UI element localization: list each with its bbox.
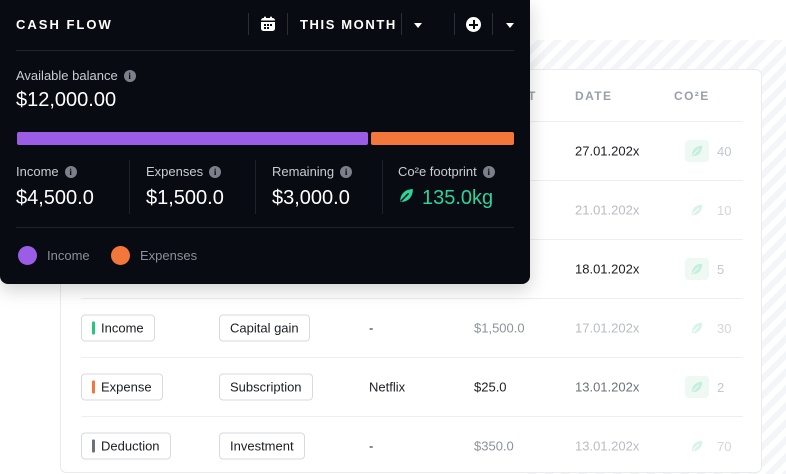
chevron-down-icon[interactable]	[506, 23, 514, 28]
column-header-amount[interactable]: T	[528, 89, 537, 103]
panel-title: CASH FLOW	[16, 17, 113, 32]
leaf-icon	[685, 258, 709, 280]
leaf-icon	[685, 140, 709, 162]
legend-item-expenses: Expenses	[111, 246, 197, 265]
leaf-icon	[685, 435, 709, 457]
type-indicator	[92, 380, 95, 394]
description-cell: -	[369, 438, 374, 454]
column-header-date[interactable]: DATE	[575, 89, 613, 103]
description-cell: -	[369, 320, 374, 336]
expenses-legend-dot	[111, 246, 130, 265]
expenses-label: Expenses	[146, 164, 204, 179]
co2-cell: 40	[685, 140, 731, 162]
leaf-icon	[685, 376, 709, 398]
income-stat: Income i $4,500.0	[16, 164, 94, 210]
info-icon[interactable]: i	[209, 165, 222, 178]
date-cell: 13.01.202x	[575, 379, 640, 395]
header-divider	[16, 50, 514, 51]
type-badge[interactable]: Income	[81, 314, 155, 342]
co2-cell: 10	[685, 199, 731, 221]
amount-cell: $25.0	[474, 379, 507, 395]
co2-cell: 2	[685, 376, 724, 398]
amount-cell: $350.0	[474, 438, 514, 454]
calendar-icon[interactable]	[260, 16, 276, 32]
leaf-icon	[398, 187, 415, 210]
info-icon[interactable]: i	[340, 165, 353, 178]
type-indicator	[92, 439, 95, 453]
divider	[248, 13, 249, 35]
expenses-value: $1,500.0	[146, 187, 224, 209]
co2-footprint-stat: Co²e footprint i 135.0kg	[398, 164, 495, 210]
date-cell: 21.01.202x	[575, 202, 640, 218]
co2-footprint-label: Co²e footprint	[398, 164, 477, 179]
info-icon[interactable]: i	[482, 165, 495, 178]
type-badge[interactable]: Deduction	[81, 432, 171, 460]
period-selector[interactable]: THIS MONTH	[300, 17, 397, 32]
co2-footprint-value: 135.0kg	[422, 187, 494, 209]
divider	[255, 160, 256, 214]
divider	[492, 13, 493, 35]
leaf-icon	[685, 199, 709, 221]
co2-cell: 30	[685, 317, 731, 339]
expense-segment	[371, 132, 514, 145]
income-value: $4,500.0	[16, 187, 94, 209]
divider	[401, 13, 402, 35]
date-cell: 17.01.202x	[575, 320, 640, 336]
chevron-down-icon[interactable]	[414, 23, 422, 28]
date-cell: 18.01.202x	[575, 261, 640, 277]
add-icon[interactable]	[466, 17, 481, 32]
remaining-label: Remaining	[272, 164, 335, 179]
co2-cell: 70	[685, 435, 731, 457]
balance-progress-bar	[17, 132, 514, 145]
divider	[287, 13, 288, 35]
type-indicator	[92, 321, 95, 335]
available-balance: Available balance i $12,000.00	[16, 68, 136, 112]
co2-cell: 5	[685, 258, 724, 280]
cash-flow-panel: CASH FLOW THIS MONTH Available balance i…	[0, 0, 530, 284]
divider	[129, 160, 130, 214]
available-balance-value: $12,000.00	[16, 89, 117, 111]
legend-item-income: Income	[18, 246, 90, 265]
amount-cell: $1,500.0	[474, 320, 525, 336]
column-header-co2[interactable]: CO²E	[674, 89, 710, 103]
divider	[454, 13, 455, 35]
income-legend-dot	[18, 246, 37, 265]
divider	[382, 160, 383, 214]
expenses-stat: Expenses i $1,500.0	[146, 164, 224, 210]
income-segment	[17, 132, 368, 145]
date-cell: 13.01.202x	[575, 438, 640, 454]
table-row[interactable]: Income Capital gain - $1,500.0 17.01.202…	[81, 298, 743, 357]
available-balance-label: Available balance	[16, 68, 118, 83]
remaining-stat: Remaining i $3,000.0	[272, 164, 353, 210]
stats-divider	[16, 227, 514, 228]
description-cell: Netflix	[369, 379, 406, 395]
leaf-icon	[685, 317, 709, 339]
info-icon[interactable]: i	[123, 69, 136, 82]
type-badge[interactable]: Expense	[81, 373, 163, 401]
date-cell: 27.01.202x	[575, 143, 640, 159]
remaining-value: $3,000.0	[272, 187, 350, 209]
table-row[interactable]: Expense Subscription Netflix $25.0 13.01…	[81, 357, 743, 416]
table-row[interactable]: Deduction Investment - $350.0 13.01.202x…	[81, 416, 743, 474]
category-badge[interactable]: Investment	[219, 432, 305, 460]
income-label: Income	[16, 164, 59, 179]
category-badge[interactable]: Capital gain	[219, 314, 310, 342]
info-icon[interactable]: i	[64, 165, 77, 178]
category-badge[interactable]: Subscription	[219, 373, 313, 401]
